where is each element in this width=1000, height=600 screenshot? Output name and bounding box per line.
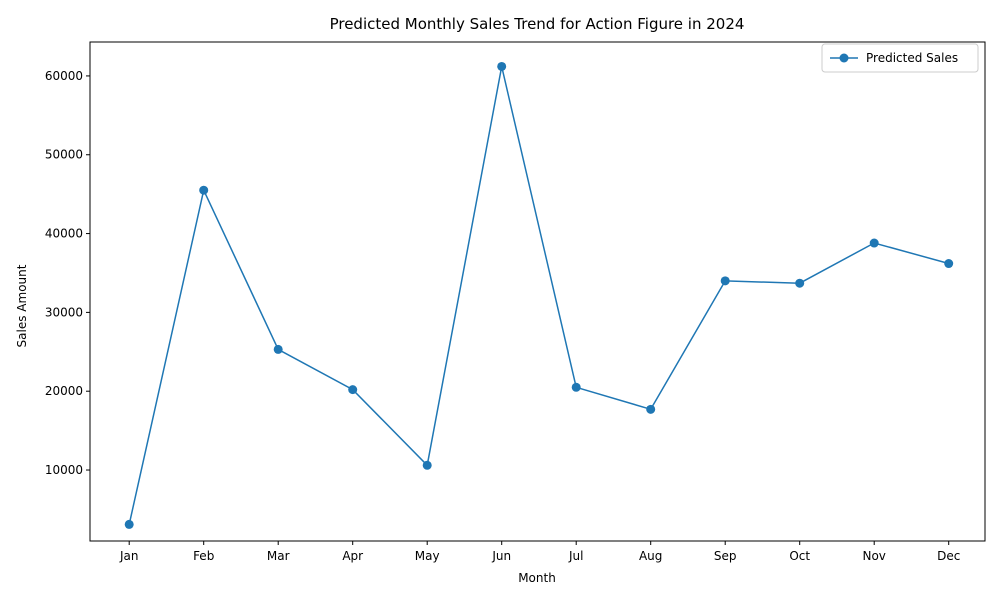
data-point bbox=[646, 404, 656, 414]
x-tick-label: Apr bbox=[342, 549, 363, 563]
x-tick-label: Sep bbox=[714, 549, 737, 563]
data-point bbox=[422, 460, 432, 470]
y-axis-label: Sales Amount bbox=[15, 264, 29, 347]
x-tick-label: Nov bbox=[862, 549, 885, 563]
legend-marker bbox=[839, 53, 849, 63]
data-point bbox=[199, 185, 209, 195]
y-axis: 10000 20000 30000 40000 50000 60000 bbox=[45, 69, 90, 477]
y-tick-label: 10000 bbox=[45, 463, 83, 477]
data-point bbox=[720, 276, 730, 286]
legend: Predicted Sales bbox=[821, 43, 979, 73]
x-axis-label: Month bbox=[518, 571, 556, 585]
y-tick-label: 60000 bbox=[45, 69, 83, 83]
x-axis: Jan Feb Mar Apr May Jun Jul Aug Sep Oct Nov Dec bbox=[119, 541, 960, 563]
data-point bbox=[869, 238, 879, 248]
x-tick-label: Aug bbox=[639, 549, 662, 563]
y-tick-label: 30000 bbox=[45, 305, 83, 319]
x-tick-label: Mar bbox=[267, 549, 290, 563]
x-tick-label: Oct bbox=[789, 549, 810, 563]
data-point bbox=[273, 344, 283, 354]
x-tick-label: Jan bbox=[119, 549, 139, 563]
data-point bbox=[348, 385, 358, 395]
series-layer bbox=[124, 61, 954, 529]
legend-label: Predicted Sales bbox=[866, 51, 958, 65]
x-tick-label: May bbox=[415, 549, 440, 563]
data-point bbox=[944, 259, 954, 269]
x-tick-label: Jul bbox=[568, 549, 583, 563]
y-tick-label: 50000 bbox=[45, 148, 83, 162]
data-point bbox=[124, 519, 134, 529]
x-tick-label: Jun bbox=[491, 549, 511, 563]
legend-frame bbox=[821, 43, 979, 73]
y-tick-label: 20000 bbox=[45, 384, 83, 398]
data-point bbox=[497, 61, 507, 71]
chart-title: Predicted Monthly Sales Trend for Action… bbox=[330, 15, 745, 33]
x-tick-label: Feb bbox=[193, 549, 214, 563]
data-point bbox=[571, 382, 581, 392]
x-tick-label: Dec bbox=[937, 549, 960, 563]
y-tick-label: 40000 bbox=[45, 227, 83, 241]
plot-area: Jan Feb Mar Apr May Jun Jul Aug Sep Oct Nov Dec 100… bbox=[45, 41, 986, 563]
series-line-predicted-sales bbox=[128, 66, 949, 525]
data-point bbox=[795, 278, 805, 288]
plot-frame bbox=[89, 41, 986, 542]
